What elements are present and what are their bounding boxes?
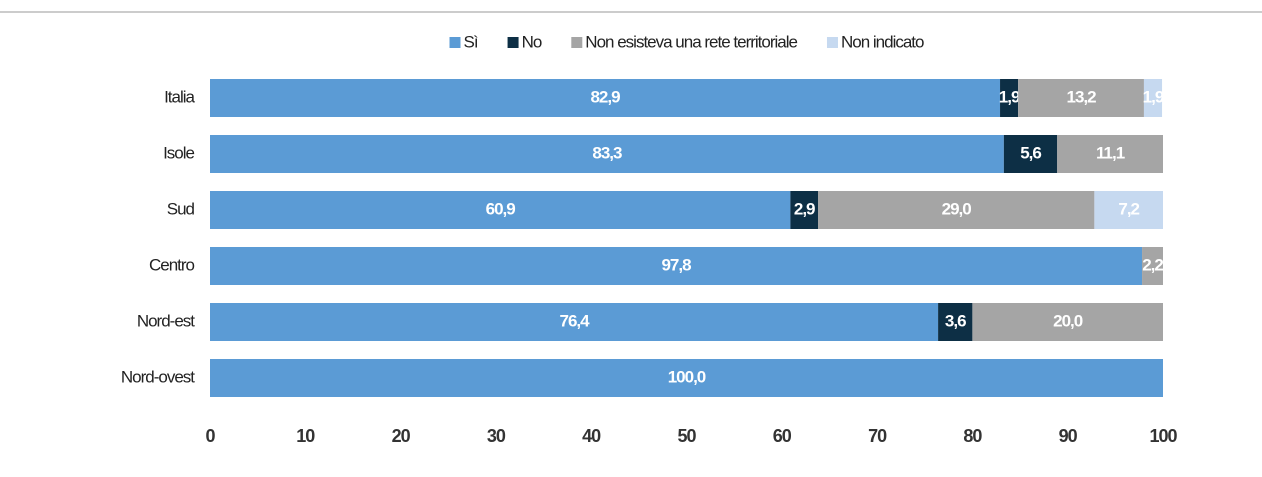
value-label: 11,1 [1096, 143, 1125, 162]
value-label: 2,9 [794, 199, 815, 218]
bar-segment [1142, 247, 1163, 285]
bar-segment [1003, 135, 1058, 173]
value-label: 3,6 [945, 311, 966, 330]
value-label: 20,0 [1053, 311, 1083, 330]
bar-segment [210, 79, 1001, 117]
x-tick-label: 30 [487, 426, 506, 446]
value-label: 76,4 [559, 311, 590, 330]
value-label: 83,3 [592, 143, 622, 162]
x-tick-label: 100 [1149, 426, 1177, 446]
bar-segment [972, 303, 1163, 341]
legend-swatch [571, 37, 583, 48]
x-tick-label: 60 [773, 426, 792, 446]
bar-segment [818, 191, 1095, 229]
value-label: 7,2 [1118, 199, 1139, 218]
legend-swatch [507, 37, 519, 48]
value-label: 2,2 [1142, 255, 1163, 274]
bar-segment [938, 303, 973, 341]
legend-label: Non indicato [841, 32, 924, 51]
value-label: 1,9 [1143, 87, 1164, 106]
bar-segment [1057, 135, 1163, 173]
x-tick-label: 90 [1059, 426, 1078, 446]
value-label: 1,9 [999, 87, 1020, 106]
bar-segment [210, 135, 1004, 173]
legend-label: Non esisteva una rete territoriale [585, 32, 797, 51]
y-tick-label: Nord-est [137, 311, 195, 330]
x-tick-label: 70 [868, 426, 887, 446]
value-label: 82,9 [590, 87, 620, 106]
y-tick-label: Italia [164, 87, 195, 106]
value-label: 29,0 [942, 199, 972, 218]
y-tick-label: Centro [149, 255, 195, 274]
x-tick-label: 10 [296, 426, 315, 446]
bar-segment [1094, 191, 1163, 229]
value-label: 60,9 [486, 199, 516, 218]
legend-label: No [522, 32, 542, 51]
bar-segment [210, 303, 939, 341]
bar-segment [210, 247, 1143, 285]
y-tick-label: Isole [163, 143, 194, 162]
value-label: 97,8 [661, 255, 691, 274]
x-tick-label: 20 [392, 426, 411, 446]
bar-segment [790, 191, 819, 229]
bar-segment [210, 191, 791, 229]
legend-swatch [826, 37, 838, 48]
bar-segment [1000, 79, 1019, 117]
value-label: 5,6 [1020, 143, 1041, 162]
x-tick-label: 40 [582, 426, 601, 446]
y-tick-label: Sud [167, 199, 195, 218]
x-tick-label: 80 [963, 426, 982, 446]
y-tick-label: Nord-ovest [121, 367, 195, 386]
bar-segment [210, 359, 1163, 397]
legend-swatch [449, 37, 461, 48]
value-label: 13,2 [1066, 87, 1096, 106]
legend-label: Sì [464, 32, 478, 51]
bar-segment [1143, 79, 1163, 117]
x-tick-label: 0 [205, 426, 215, 446]
bar-segment [1018, 79, 1144, 117]
x-tick-label: 50 [677, 426, 696, 446]
value-label: 100,0 [668, 367, 706, 386]
